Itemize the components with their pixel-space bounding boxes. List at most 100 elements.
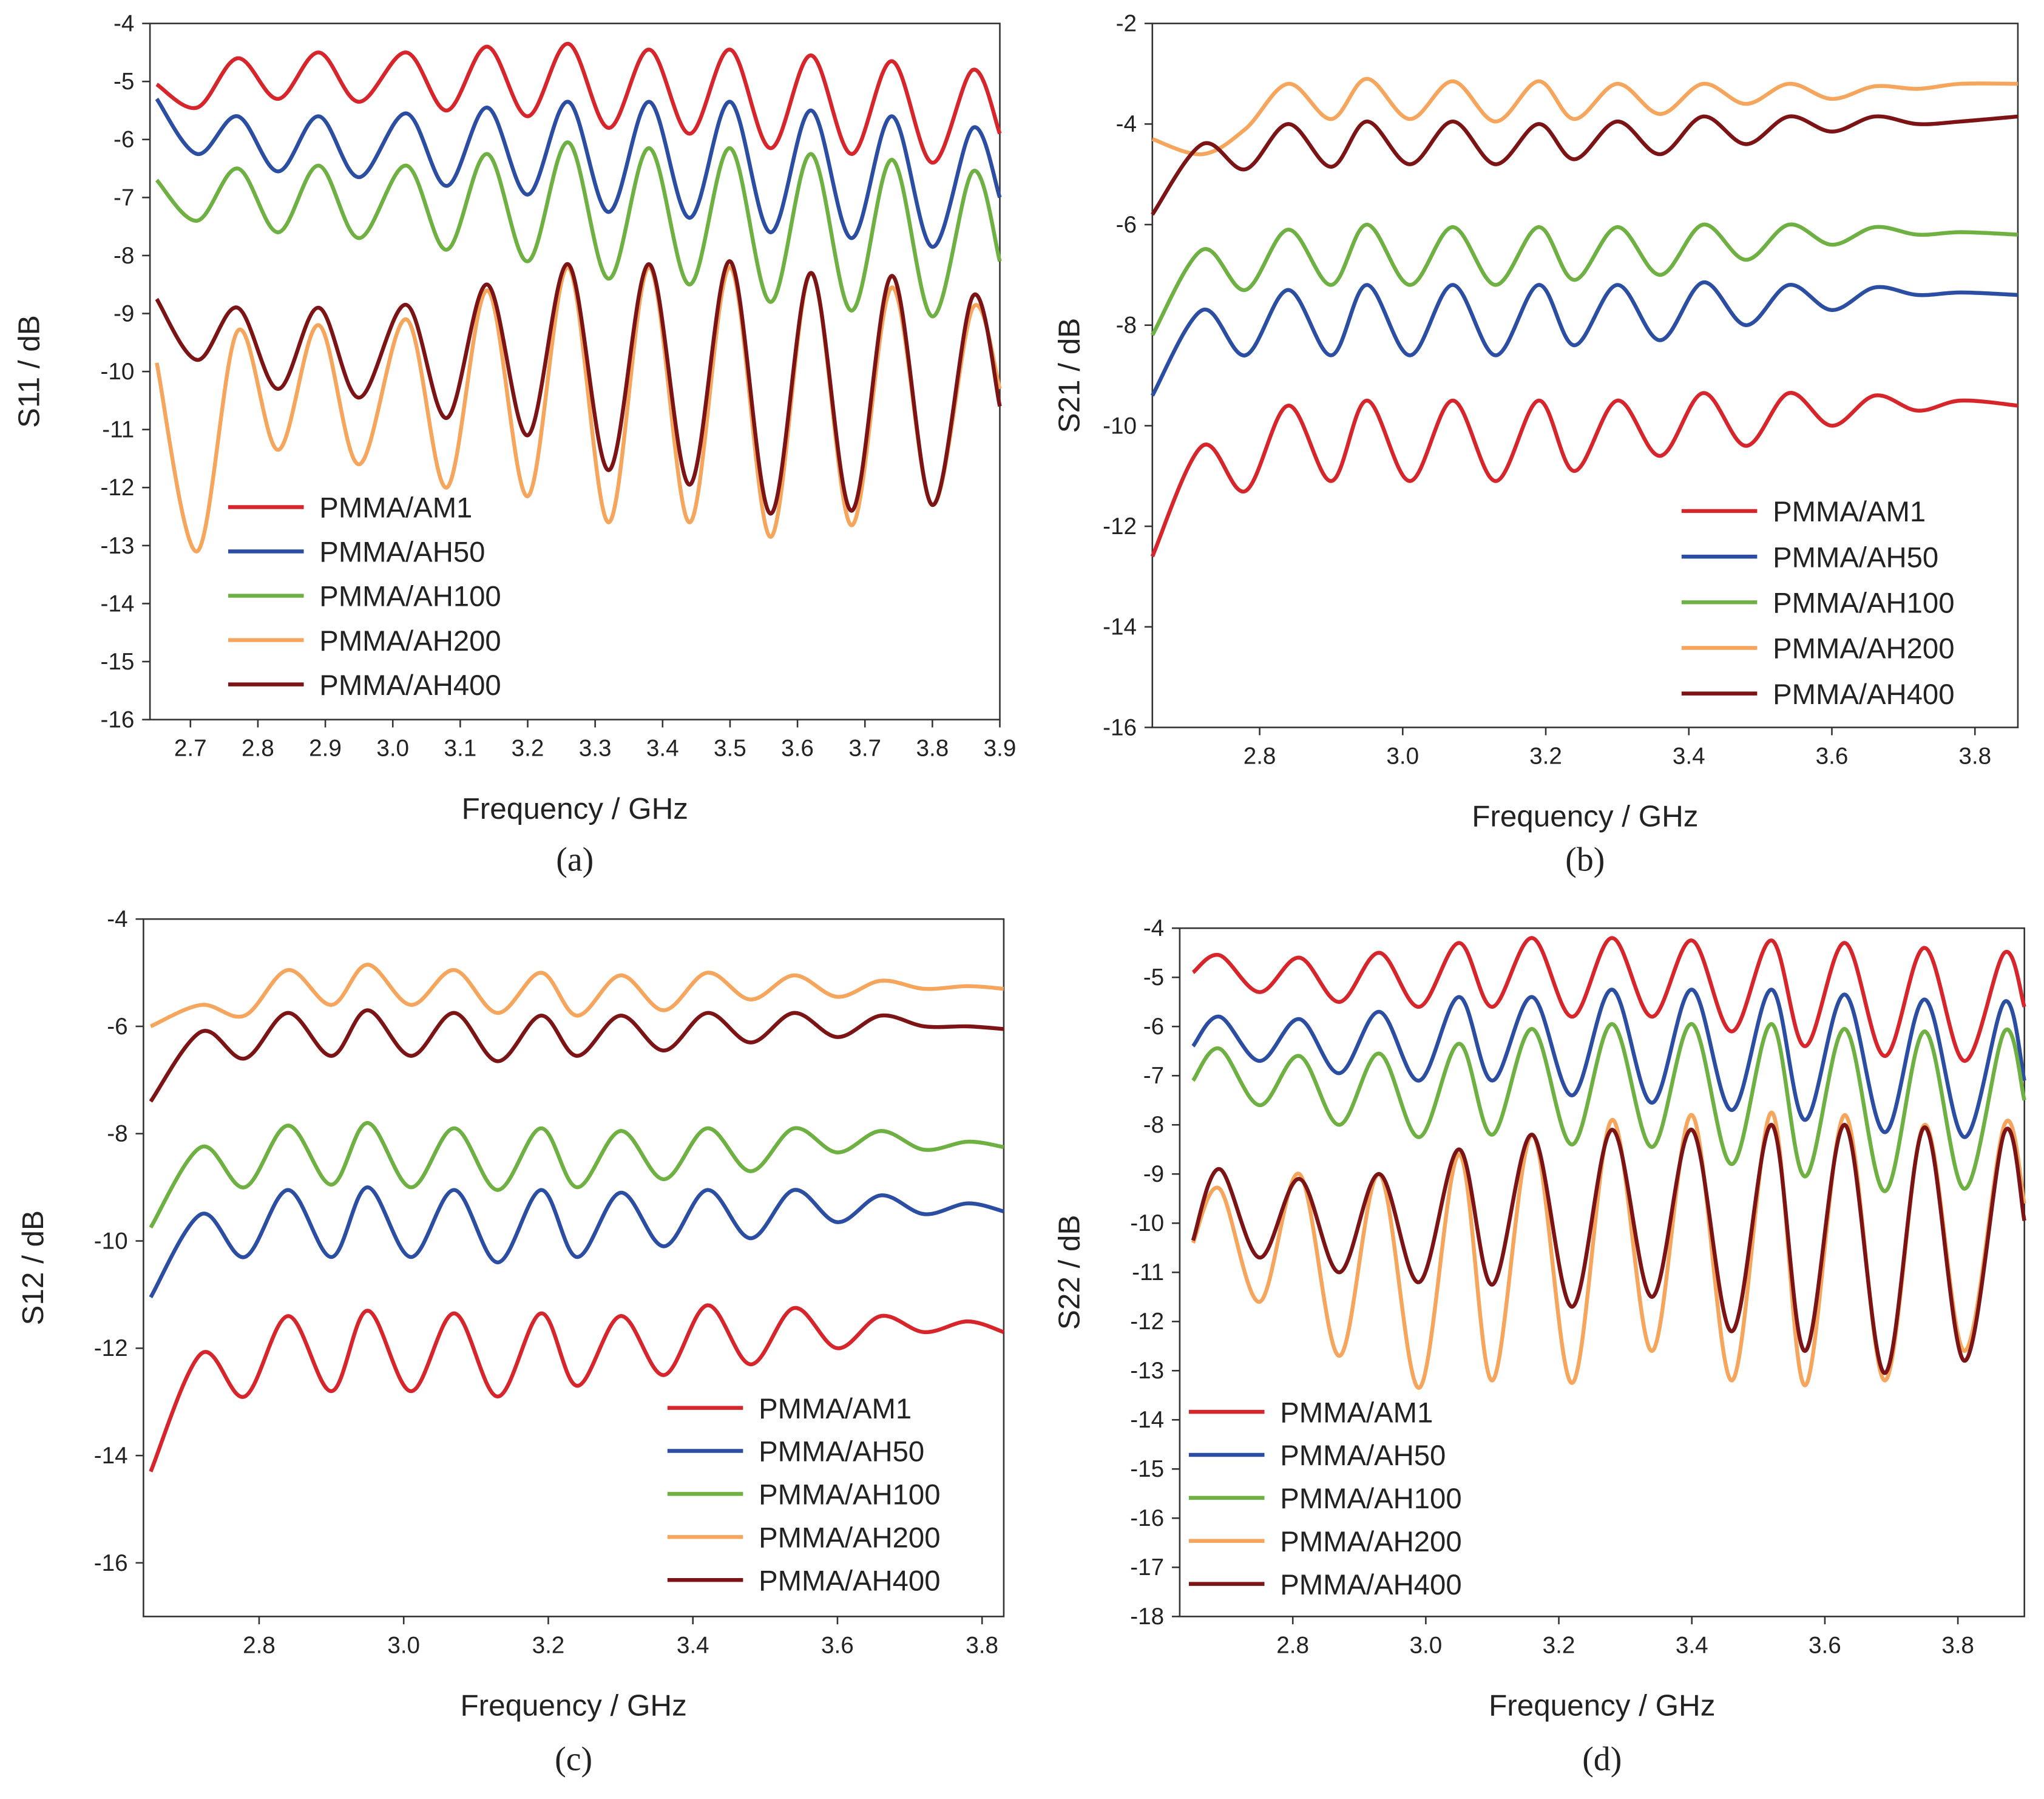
x-tick-label: 3.2	[512, 736, 544, 762]
plot-frame	[1151, 22, 2019, 728]
data-line	[1191, 988, 2026, 1139]
y-tick-label: -2	[1116, 11, 1137, 37]
y-tick-label: -18	[1130, 1604, 1164, 1630]
y-tick-label: -14	[100, 591, 134, 617]
data-line	[155, 41, 1002, 165]
x-tick-label: 3.4	[646, 736, 679, 762]
x-tick-label: 3.6	[821, 1632, 854, 1658]
panel-caption: (b)	[1565, 841, 1605, 879]
y-tick-label: -16	[1130, 1505, 1164, 1531]
data-line	[1191, 1110, 2026, 1390]
panel-caption: (d)	[1582, 1741, 1622, 1778]
legend-label: PMMA/AH100	[1773, 587, 1954, 619]
legend-label: PMMA/AH50	[759, 1436, 924, 1468]
y-tick-label: -5	[113, 69, 134, 95]
x-tick-label: 3.4	[1673, 744, 1705, 770]
legend-label: PMMA/AH400	[759, 1565, 940, 1597]
x-tick-label: 3.6	[1809, 1632, 1841, 1658]
y-tick-label: -8	[1143, 1112, 1164, 1138]
y-tick-label: -4	[1143, 915, 1164, 941]
y-tick-label: -8	[113, 243, 134, 269]
x-axis-label: Frequency / GHz	[462, 792, 688, 825]
x-tick-label: 2.8	[1276, 1632, 1309, 1658]
y-tick-label: -7	[1143, 1063, 1164, 1089]
x-tick-label: 3.9	[984, 736, 1017, 762]
y-axis-label: S21 / dB	[1053, 318, 1086, 433]
y-tick-label: -16	[94, 1550, 128, 1576]
data-line	[149, 1120, 1004, 1229]
y-tick-label: -14	[1130, 1407, 1164, 1433]
x-tick-label: 3.4	[1676, 1632, 1708, 1658]
data-line	[1191, 1123, 2026, 1375]
y-tick-label: -13	[100, 533, 134, 559]
data-line	[149, 1185, 1004, 1299]
x-tick-label: 2.8	[1244, 744, 1276, 770]
x-tick-label: 2.8	[242, 736, 274, 762]
legend-label: PMMA/AH100	[319, 581, 501, 613]
legend-label: PMMA/AH400	[1773, 679, 1954, 711]
y-tick-label: -5	[1143, 964, 1164, 991]
data-line	[1150, 222, 2019, 336]
x-tick-label: 3.0	[376, 736, 409, 762]
x-tick-label: 3.6	[781, 736, 814, 762]
y-tick-label: -4	[1116, 111, 1137, 137]
x-tick-label: 2.8	[243, 1632, 276, 1658]
y-tick-label: -6	[113, 127, 134, 153]
x-tick-label: 3.2	[532, 1632, 565, 1658]
x-tick-label: 3.2	[1529, 744, 1562, 770]
plot-frame	[143, 918, 1005, 1618]
y-tick-label: -14	[1103, 614, 1137, 640]
y-axis-label: S11 / dB	[13, 315, 46, 428]
x-tick-label: 3.0	[1386, 744, 1419, 770]
legend-label: PMMA/AH50	[319, 537, 485, 569]
y-tick-label: -12	[1130, 1309, 1164, 1335]
data-line	[155, 140, 1002, 319]
data-line	[155, 259, 1002, 516]
data-line	[155, 265, 1002, 554]
legend-label: PMMA/AH200	[319, 625, 501, 657]
legend-label: PMMA/AH200	[759, 1522, 940, 1554]
x-axis-label: Frequency / GHz	[1489, 1689, 1715, 1723]
data-line	[1151, 114, 2019, 216]
legend-label: PMMA/AH400	[1280, 1569, 1461, 1601]
y-axis-label: S12 / dB	[16, 1210, 50, 1325]
y-tick-label: -12	[100, 475, 134, 501]
x-tick-label: 3.0	[387, 1632, 420, 1658]
x-tick-label: 3.8	[916, 736, 949, 762]
y-axis-label: S22 / dB	[1053, 1215, 1086, 1330]
data-line	[1191, 936, 2026, 1063]
y-tick-label: -11	[1132, 1259, 1164, 1286]
x-tick-label: 3.5	[714, 736, 746, 762]
x-tick-label: 3.3	[579, 736, 612, 762]
y-tick-label: -12	[1103, 513, 1137, 540]
data-line	[1191, 1021, 2026, 1193]
legend-label: PMMA/AH50	[1280, 1440, 1446, 1472]
x-tick-label: 3.8	[966, 1632, 998, 1658]
x-tick-label: 3.8	[1958, 744, 1991, 770]
data-line	[149, 1008, 1004, 1103]
x-tick-label: 3.8	[1941, 1632, 1974, 1658]
data-line	[155, 98, 1002, 249]
x-tick-label: 3.6	[1816, 744, 1849, 770]
y-tick-label: -6	[107, 1014, 127, 1040]
x-tick-label: 3.2	[1543, 1632, 1575, 1658]
legend-label: PMMA/AM1	[1280, 1397, 1433, 1429]
data-line	[1150, 391, 2019, 558]
data-line	[1150, 280, 2019, 397]
legend-label: PMMA/AM1	[319, 492, 472, 524]
y-tick-label: -10	[1103, 413, 1137, 439]
legend-label: PMMA/AM1	[1773, 496, 1926, 528]
y-tick-label: -8	[107, 1121, 127, 1147]
data-line	[1151, 76, 2018, 157]
panel-caption: (c)	[555, 1741, 592, 1778]
y-tick-label: -6	[1143, 1014, 1164, 1040]
legend-label: PMMA/AH50	[1773, 541, 1938, 574]
y-tick-label: -10	[94, 1228, 128, 1254]
y-tick-label: -15	[100, 649, 134, 675]
data-line	[149, 1303, 1004, 1472]
y-tick-label: -14	[94, 1443, 128, 1469]
x-tick-label: 3.1	[444, 736, 476, 762]
x-tick-label: 2.9	[309, 736, 342, 762]
y-tick-label: -4	[107, 906, 127, 932]
